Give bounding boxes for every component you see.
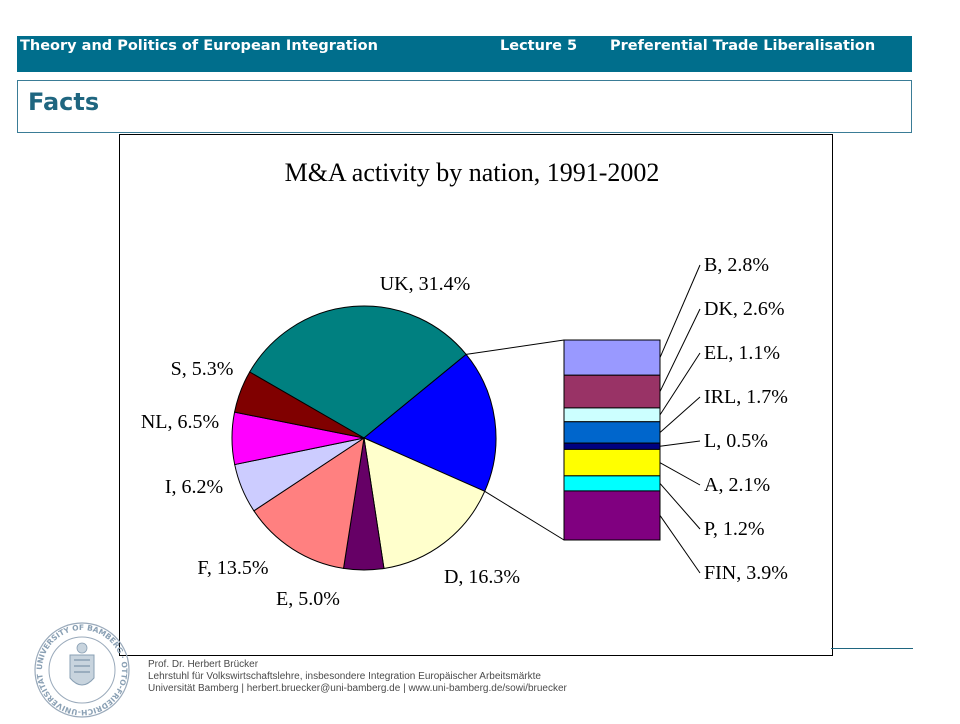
title-box: Facts [17,80,912,133]
lecture-number: Lecture 5 [500,38,578,54]
pie-slice-d [363,437,486,570]
leader-line-p [659,483,701,530]
breakout-segment-l [563,442,661,450]
footer-contact: Universität Bamberg | herbert.bruecker@u… [148,683,567,694]
breakout-label-fin: FIN, 3.9% [704,562,788,584]
leader-line-b [659,264,701,358]
pie-chart: M&A activity by nation, 1991-2002 UK, 31… [141,158,788,610]
breakout-segment-irl [563,421,661,444]
pie-label-s: S, 5.3% [171,358,234,380]
slice-labels: UK, 31.4% D, 16.3% E, 5.0% F, 13.5% I, 6.2% N… [141,254,788,610]
leader-line-a [659,462,701,486]
breakout-segment-p [563,475,661,492]
university-seal: UNIVERSITY OF BAMBERG · OTTO-FRIEDRICH-U… [28,613,132,724]
breakout-label-b: B, 2.8% [704,254,769,276]
footer-chair: Lehrstuhl für Volkswirtschaftslehre, ins… [148,671,541,682]
breakout-label-l: L, 0.5% [704,430,768,452]
breakout-label-dk: DK, 2.6% [704,298,785,320]
bottom-rule [831,648,913,649]
connector-top [466,339,565,355]
pie-label-e: E, 5.0% [276,588,340,610]
breakout-segment-dk [563,374,661,409]
breakout-segment-fin [563,490,661,541]
lecture-topic: Preferential Trade Liberalisation [610,38,876,54]
pie-label-uk: UK, 31.4% [380,273,471,295]
leader-line-l [659,440,701,447]
breakout-label-el: EL, 1.1% [704,342,780,364]
pie-slice-s [233,371,365,439]
pie-slice-uk [248,305,467,439]
chart-title: M&A activity by nation, 1991-2002 [285,158,660,187]
chart-frame: M&A activity by nation, 1991-2002 UK, 31… [119,134,833,656]
leader-line-dk [659,308,701,392]
footer: Prof. Dr. Herbert Brücker Lehrstuhl für … [148,659,567,695]
connector-lines [466,264,701,574]
pie-label-i: I, 6.2% [165,476,223,498]
leader-line-fin [659,515,701,574]
pie-label-f: F, 13.5% [197,557,268,579]
pie-label-d: D, 16.3% [444,566,520,588]
pie-label-nl: NL, 6.5% [141,411,219,433]
breakout-segment-a [563,448,661,477]
connector-bottom [484,490,565,541]
pie-slice-other [363,353,497,492]
footer-author: Prof. Dr. Herbert Brücker [148,659,259,670]
breakout-label-p: P, 1.2% [704,518,765,540]
leader-line-irl [659,396,701,433]
page-title: Facts [28,88,100,116]
pie-slices [231,305,497,571]
breakout-segment-b [563,339,661,376]
breakout-bar [563,339,661,541]
pie-slice-f [253,436,365,569]
header-bar: Theory and Politics of European Integrat… [17,36,912,72]
breakout-segment-el [563,407,661,423]
breakout-label-irl: IRL, 1.7% [704,386,788,408]
leader-line-el [659,352,701,416]
breakout-label-a: A, 2.1% [704,474,770,496]
course-title: Theory and Politics of European Integrat… [20,38,378,54]
